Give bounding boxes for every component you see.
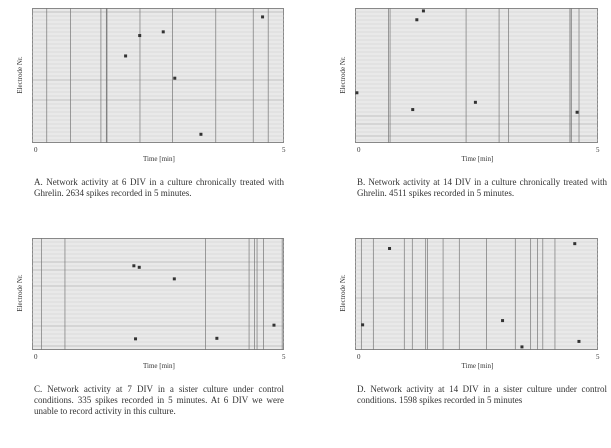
raster-plot bbox=[32, 8, 284, 143]
x-axis-label: Time [min] bbox=[461, 362, 494, 370]
x-tick-label: 5 bbox=[282, 146, 286, 154]
raster-mark bbox=[161, 30, 165, 34]
caption: A. Network activity at 6 DIV in a cultur… bbox=[34, 177, 284, 198]
raster-mark bbox=[272, 323, 276, 327]
raster-mark bbox=[520, 345, 524, 349]
x-tick-label: 0 bbox=[357, 353, 361, 361]
raster-plot bbox=[32, 238, 284, 350]
raster-mark bbox=[421, 9, 425, 13]
y-axis-label: Electrode Nr. bbox=[16, 55, 24, 94]
raster-mark bbox=[173, 76, 177, 80]
raster-mark bbox=[132, 264, 136, 268]
raster-mark bbox=[388, 246, 392, 250]
x-tick-label: 5 bbox=[282, 353, 286, 361]
y-axis-label: Electrode Nr. bbox=[339, 274, 347, 312]
raster-mark bbox=[577, 339, 581, 343]
y-axis-label: Electrode Nr. bbox=[339, 55, 347, 94]
x-axis-label: Time [min] bbox=[143, 155, 175, 163]
raster-mark bbox=[361, 323, 365, 327]
raster-mark bbox=[124, 54, 128, 58]
x-tick-label: 5 bbox=[596, 146, 600, 154]
raster-plot bbox=[355, 238, 598, 350]
x-axis-label: Time [min] bbox=[461, 155, 494, 163]
raster-mark bbox=[573, 242, 577, 246]
raster-mark bbox=[134, 337, 138, 341]
raster-mark bbox=[575, 110, 579, 114]
caption: B. Network activity at 14 DIV in a cultu… bbox=[357, 177, 607, 198]
raster-mark bbox=[415, 18, 419, 22]
x-tick-label: 0 bbox=[34, 146, 38, 154]
raster-mark bbox=[261, 15, 265, 19]
raster-mark bbox=[355, 8, 598, 143]
raster-mark bbox=[172, 277, 176, 281]
raster-mark bbox=[355, 91, 359, 95]
raster-mark bbox=[501, 319, 505, 323]
raster-mark bbox=[137, 265, 141, 269]
x-axis-label: Time [min] bbox=[143, 362, 175, 370]
x-tick-label: 0 bbox=[357, 146, 361, 154]
raster-mark bbox=[199, 132, 203, 136]
raster-mark bbox=[411, 108, 415, 112]
raster-mark bbox=[138, 34, 142, 38]
raster-mark bbox=[215, 336, 219, 340]
caption: C. Network activity at 7 DIV in a sister… bbox=[34, 384, 284, 416]
caption: D. Network activity at 14 DIV in a siste… bbox=[357, 384, 607, 405]
raster-mark bbox=[473, 100, 477, 104]
raster-plot bbox=[355, 8, 598, 143]
y-axis-label: Electrode Nr. bbox=[16, 274, 24, 312]
x-tick-label: 5 bbox=[596, 353, 600, 361]
x-tick-label: 0 bbox=[34, 353, 38, 361]
